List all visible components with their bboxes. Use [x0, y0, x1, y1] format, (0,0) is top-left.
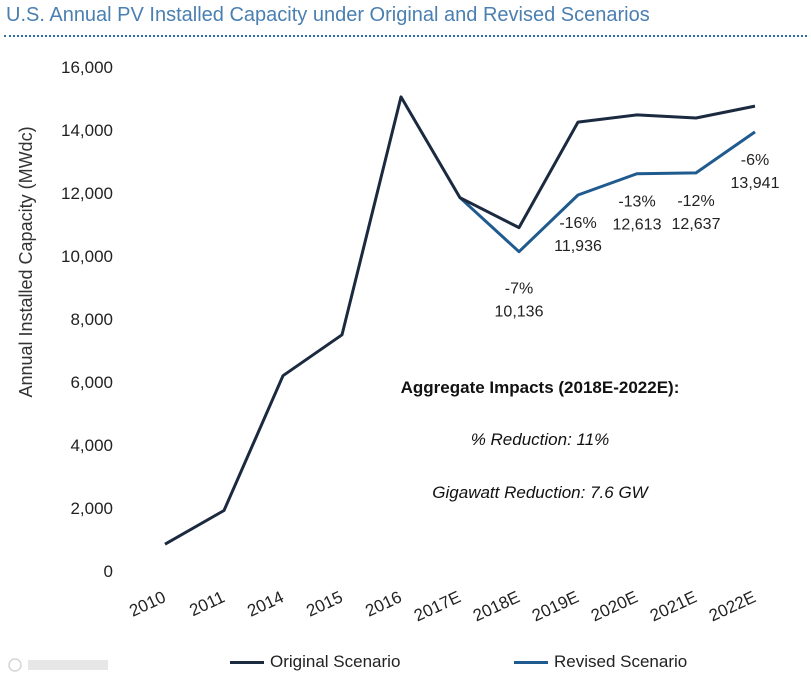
y-tick-label: 12,000: [61, 184, 113, 203]
data-label-pct: -6%: [741, 152, 769, 169]
title-divider: [4, 35, 807, 37]
x-tick-label: 2021E: [647, 587, 700, 625]
chart-title: U.S. Annual PV Installed Capacity under …: [6, 4, 650, 26]
legend-label-revised: Revised Scenario: [554, 652, 688, 671]
y-tick-label: 2,000: [70, 499, 113, 518]
y-tick-label: 6,000: [70, 373, 113, 392]
data-label-value: 12,637: [672, 216, 721, 233]
legend-item-original: Original Scenario: [230, 652, 400, 672]
data-label-pct: -7%: [505, 281, 533, 298]
data-label-pct: -12%: [677, 193, 714, 210]
x-tick-label: 2020E: [588, 587, 641, 625]
percent-reduction-note: % Reduction: 11%: [470, 430, 610, 449]
legend-swatch-revised: [514, 660, 548, 664]
data-label-pct: -16%: [559, 215, 596, 232]
y-tick-label: 14,000: [61, 121, 113, 140]
y-tick-label: 10,000: [61, 247, 113, 266]
x-tick-label: 2015: [303, 587, 345, 620]
y-axis-label: Annual Installed Capacity (MWdc): [16, 126, 36, 397]
data-label-value: 11,936: [554, 238, 602, 255]
x-tick-label: 2018E: [470, 587, 523, 625]
y-tick-label: 4,000: [70, 436, 113, 455]
gigawatt-reduction-note: Gigawatt Reduction: 7.6 GW: [432, 483, 648, 502]
watermark-logo: [8, 658, 108, 672]
legend-label-original: Original Scenario: [270, 652, 401, 671]
x-tick-label: 2014: [244, 587, 286, 620]
y-tick-label: 8,000: [70, 310, 113, 329]
data-label-value: 10,136: [495, 304, 544, 321]
y-tick-label: 16,000: [61, 58, 113, 77]
x-tick-label: 2016: [362, 587, 404, 620]
x-tick-label: 2010: [126, 587, 168, 620]
data-label-value: 13,941: [731, 175, 780, 192]
legend-item-revised: Revised Scenario: [514, 652, 687, 672]
data-label-pct: -13%: [618, 194, 655, 211]
legend-swatch-original: [230, 660, 264, 664]
series-line-original: [164, 95, 756, 546]
x-tick-label: 2019E: [529, 587, 582, 625]
x-tick-label: 2011: [187, 587, 228, 620]
data-label-value: 12,613: [613, 217, 662, 234]
series-line-revised: [458, 130, 756, 254]
x-tick-label: 2022E: [706, 587, 759, 625]
aggregate-impacts-heading: Aggregate Impacts (2018E-2022E):: [400, 378, 680, 397]
y-tick-label: 0: [104, 562, 113, 581]
x-tick-label: 2017E: [411, 587, 464, 625]
